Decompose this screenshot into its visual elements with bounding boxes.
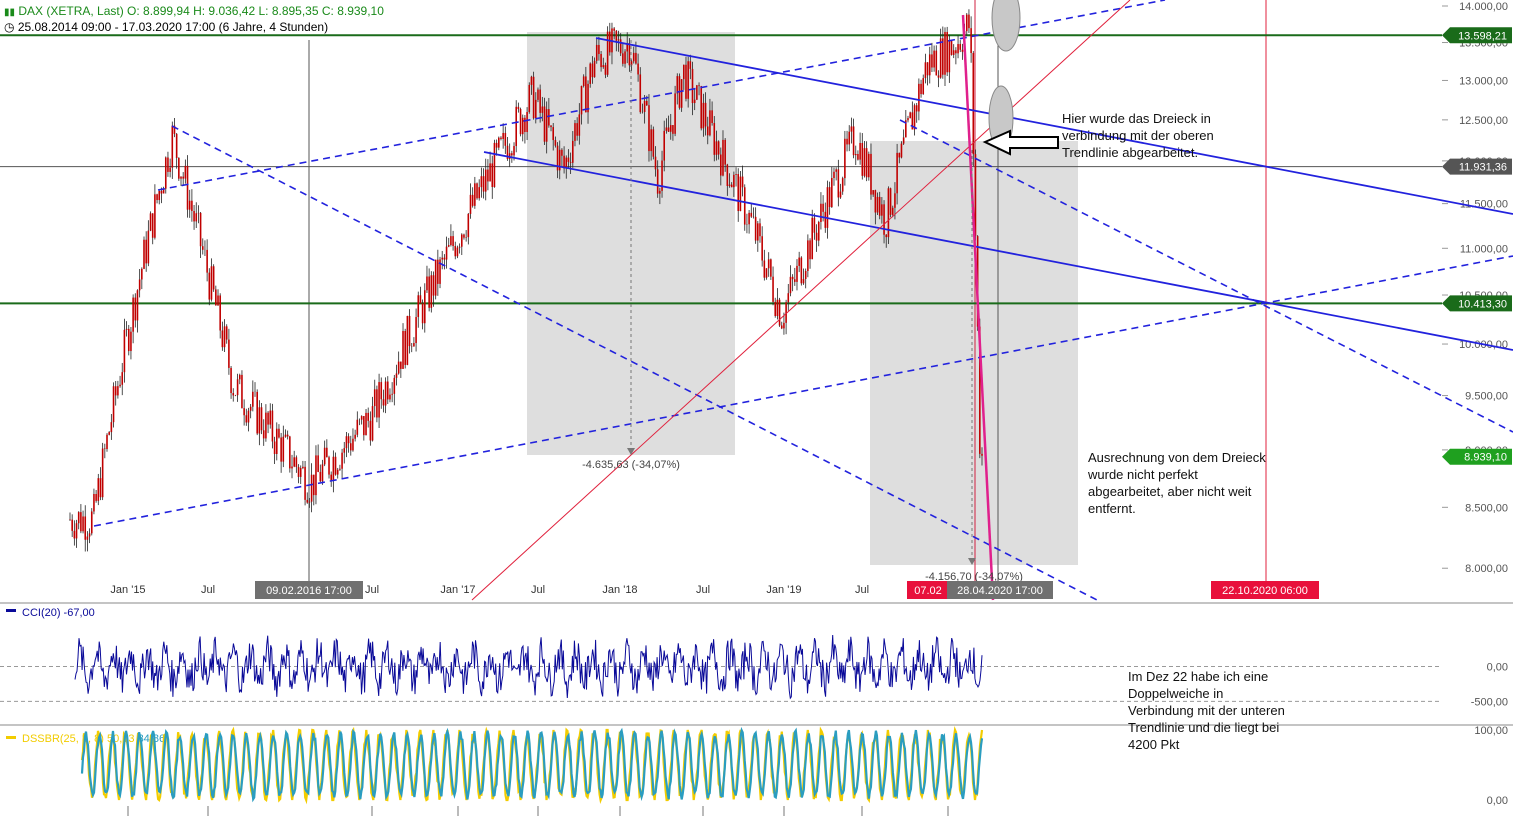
instrument-header: ▮▮ DAX (XETRA, Last) O: 8.899,94 H: 9.03… <box>4 4 384 18</box>
projection-line <box>961 14 995 601</box>
y-tick-label-9: 12.500,00 <box>1459 115 1508 127</box>
x-tick-label-0: Jan '15 <box>110 584 145 596</box>
dssbr-line-b <box>80 726 984 803</box>
x-tick-label-8: Jul <box>855 584 869 596</box>
ellipse-top <box>991 0 1021 52</box>
price-badge-last: 8.939,10 <box>1464 452 1507 464</box>
trend-falling-dashed-2 <box>899 119 1513 433</box>
candles-icon: ▮▮ <box>4 7 16 18</box>
price-badge-11931: 11.931,36 <box>1459 162 1507 174</box>
x-tick-label-6: Jul <box>696 584 710 596</box>
measure-zone-2 <box>870 141 1078 565</box>
trend-lower-solid <box>483 151 1513 351</box>
time-badge-2210-bg <box>1211 581 1319 599</box>
price-badge-10413-bg <box>1442 295 1512 312</box>
measure-arrow-1 <box>627 448 635 455</box>
y-tick-label-10: 13.000,00 <box>1459 75 1508 87</box>
trend-falling-dashed-1 <box>171 125 1098 601</box>
time-badge-2016: 09.02.2016 17:00 <box>266 585 352 597</box>
cci-legend-swatch <box>6 609 16 612</box>
cci-line <box>74 634 983 700</box>
clock-icon: ◷ <box>4 20 15 34</box>
time-badge-2804: 28.04.2020 17:00 <box>957 585 1043 597</box>
y-tick-label-12: 14.000,00 <box>1459 1 1508 13</box>
dssbr-tick-0: 100,00 <box>1474 725 1508 737</box>
dssbr-legend-label: DSSBR(25, 3, 8) 50,23 34,86 <box>22 733 165 745</box>
trend-lower-dashed <box>93 255 1513 527</box>
note-triangle-upper: Hier wurde das Dreieck in verbindung mit… <box>1062 111 1214 160</box>
y-tick-label-6: 11.000,00 <box>1460 243 1508 255</box>
time-badge-2804-bg <box>947 581 1053 599</box>
time-badge-0702: 07.02 <box>914 585 942 597</box>
dssbr-tick-1: 0,00 <box>1487 795 1508 807</box>
price-badge-13598-bg <box>1442 27 1512 44</box>
time-badge-0702-bg <box>907 581 949 599</box>
x-tick-label-4: Jul <box>531 584 545 596</box>
range-line: 25.08.2014 09:00 - 17.03.2020 17:00 (6 J… <box>17 20 329 34</box>
cci-legend-label: CCI(20) -67,00 <box>22 607 95 619</box>
y-tick-label-7: 11.500,00 <box>1460 199 1508 211</box>
time-badge-2016-bg <box>255 581 363 599</box>
price-badge-11931-bg <box>1442 158 1512 175</box>
y-tick-label-1: 8.500,00 <box>1465 502 1508 514</box>
price-badge-last-bg <box>1442 448 1512 465</box>
price-badge-10413: 10.413,30 <box>1458 298 1507 310</box>
arrow-left-icon <box>982 129 1059 156</box>
dssbr-legend-swatch <box>6 736 16 739</box>
note-triangle-calc: Ausrechnung von dem Dreieck wurde nicht … <box>1088 450 1266 516</box>
y-tick-label-0: 8.000,00 <box>1465 563 1508 575</box>
trend-red-diagonal <box>471 0 1131 601</box>
x-tick-label-2: Jul <box>365 584 379 596</box>
x-tick-label-3: Jan '17 <box>440 584 475 596</box>
instrument-line: DAX (XETRA, Last) O: 8.899,94 H: 9.036,4… <box>18 4 384 18</box>
x-tick-label-7: Jan '19 <box>766 584 801 596</box>
trend-upper-solid <box>595 37 1513 215</box>
note-double-top: Im Dez 22 habe ich eine Doppelweiche in … <box>1128 669 1285 752</box>
range-header: ◷ 25.08.2014 09:00 - 17.03.2020 17:00 (6… <box>4 20 328 34</box>
measure-arrow-2 <box>968 558 976 565</box>
measure-label-1: -4.635,63 (-34,07%) <box>582 459 680 471</box>
cci-tick-1: -500,00 <box>1471 696 1508 708</box>
x-tick-label-5: Jan '18 <box>602 584 637 596</box>
time-badge-2210: 22.10.2020 06:00 <box>1222 585 1308 597</box>
measure-label-2: -4.156,70 (-34,07%) <box>925 571 1023 583</box>
x-tick-label-1: Jul <box>201 584 215 596</box>
cci-tick-0: 0,00 <box>1487 662 1508 674</box>
price-badge-13598: 13.598,21 <box>1458 30 1507 42</box>
y-tick-label-3: 9.500,00 <box>1465 391 1508 403</box>
